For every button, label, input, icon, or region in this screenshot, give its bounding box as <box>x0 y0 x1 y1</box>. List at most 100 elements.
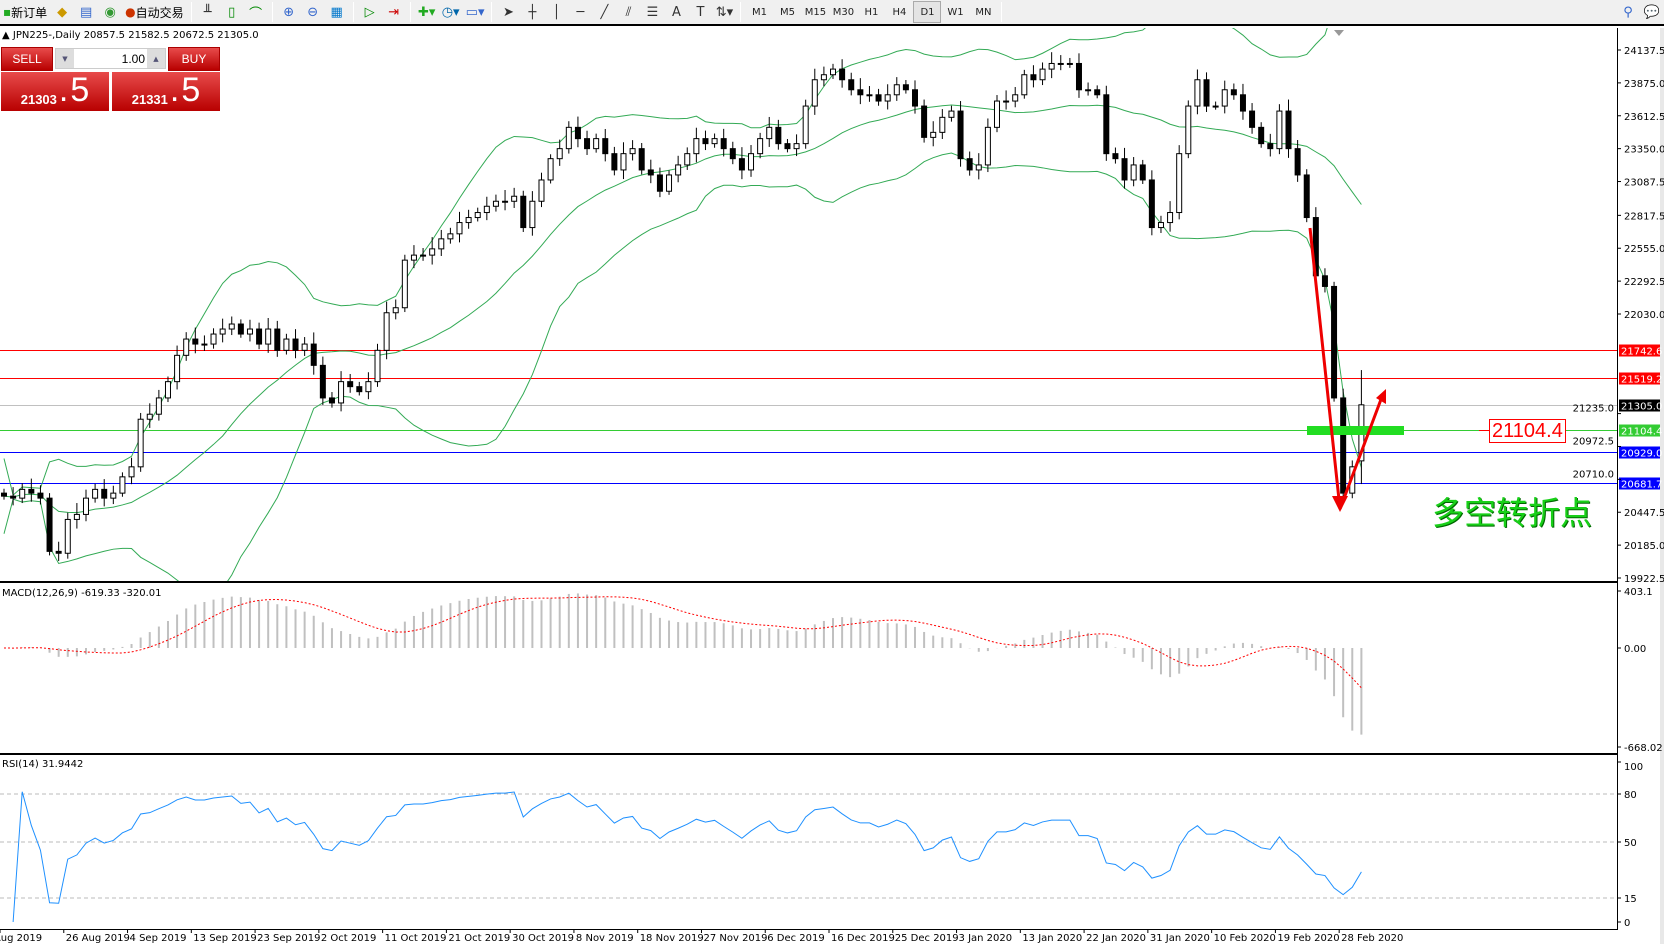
candle-bear <box>775 126 782 145</box>
arrows-icon[interactable]: ⇅▾ <box>715 4 734 20</box>
candle-bull <box>993 100 1000 128</box>
price-tag-text: 21305.0 <box>1621 402 1662 413</box>
price-tick-label: 23350.0 <box>1624 145 1664 156</box>
equidistant-channel-icon[interactable]: ⫽ <box>625 4 632 20</box>
candle-bull <box>939 116 946 133</box>
candle-bull <box>529 200 536 229</box>
candle-bear <box>1294 148 1301 176</box>
price-tick-label: 20972.5 <box>1573 436 1614 447</box>
candle-bear <box>101 488 108 499</box>
chat-icon[interactable]: 💬 <box>1643 4 1661 20</box>
signals-icon[interactable]: ◉ <box>104 4 116 20</box>
candlestick-icon[interactable]: ▯ <box>228 4 236 20</box>
market-watch-icon[interactable]: ◆ <box>57 4 68 20</box>
candle-bull <box>401 259 408 309</box>
navigator-icon[interactable]: ▤ <box>80 4 93 20</box>
lot-decrease-button[interactable]: ▼ <box>56 49 74 68</box>
auto-trading-button[interactable]: ● 自动交易 <box>125 5 184 20</box>
date-label: 31 Jan 2020 <box>1150 933 1210 944</box>
candle-bear <box>584 138 591 150</box>
candle-bear <box>875 94 882 102</box>
candle-bull <box>1048 62 1055 70</box>
candle-bear <box>256 328 263 345</box>
bar-chart-icon[interactable]: ╨ <box>203 4 212 20</box>
zoom-out-icon[interactable]: ⊖ <box>307 4 319 20</box>
price-annotation-label[interactable]: 21104.4 <box>1489 419 1566 443</box>
text-icon[interactable]: A <box>672 4 681 20</box>
timeframe-m30[interactable]: M30 <box>832 6 855 18</box>
date-label: 3 Jan 2020 <box>959 933 1013 944</box>
crosshair-icon[interactable]: ┼ <box>528 4 537 20</box>
candle-bear <box>1075 62 1082 91</box>
macd-tick-label: -668.02 <box>1624 743 1663 754</box>
price-tick-label: 22030.0 <box>1624 310 1664 321</box>
zoom-in-icon[interactable]: ⊕ <box>283 4 295 20</box>
candle-bear <box>1148 179 1155 229</box>
timeframe-w1[interactable]: W1 <box>947 6 964 18</box>
trendline-icon[interactable]: ╱ <box>600 4 609 20</box>
candle-bear <box>1249 110 1256 128</box>
candle-bull <box>92 488 99 499</box>
candle-bull <box>711 138 718 145</box>
new-order-button[interactable]: ▪ 新订单 <box>3 5 48 20</box>
candle-bull <box>1130 164 1137 181</box>
sell-button[interactable]: SELL <box>1 47 53 71</box>
date-label: 2 Oct 2019 <box>321 933 376 944</box>
lot-increase-button[interactable]: ▲ <box>147 49 165 68</box>
candle-bull <box>447 233 454 240</box>
candle-bear <box>1139 164 1146 181</box>
tile-windows-icon[interactable]: ▦ <box>330 4 343 20</box>
candle-bull <box>629 148 636 155</box>
timeframe-m1[interactable]: M1 <box>751 6 767 18</box>
timeframe-m5[interactable]: M5 <box>779 6 795 18</box>
macd-pane <box>3 593 1363 735</box>
candle-bull <box>73 513 80 520</box>
candle-bull <box>119 476 126 494</box>
periods-icon[interactable]: ◷▾ <box>441 4 460 20</box>
candle-bear <box>1331 285 1338 399</box>
candle-bull <box>1167 212 1174 224</box>
date-label: 16 Dec 2019 <box>831 933 895 944</box>
candle-bear <box>638 148 645 171</box>
candle-bull <box>538 179 545 202</box>
candle-bear <box>839 68 846 81</box>
timeframe-h1[interactable]: H1 <box>864 6 879 18</box>
timeframe-d1[interactable]: D1 <box>913 1 942 23</box>
templates-icon[interactable]: ▭▾ <box>465 4 485 20</box>
candle-bull <box>228 323 235 330</box>
timeframe-h4[interactable]: H4 <box>892 6 907 18</box>
lot-input[interactable] <box>74 51 147 66</box>
turning-point-text[interactable]: 多空转折点 <box>1432 494 1593 532</box>
price-tag <box>1619 424 1660 437</box>
auto-scroll-icon[interactable]: ▷ <box>364 4 375 20</box>
candle-bull <box>693 138 700 155</box>
candle-bull <box>365 381 372 393</box>
indicators-icon[interactable]: ✚▾ <box>417 4 436 20</box>
horizontal-line-icon[interactable]: ─ <box>576 4 585 20</box>
candle-bear <box>902 84 909 91</box>
candle-bear <box>1303 174 1310 219</box>
candle-bear <box>1121 158 1128 181</box>
date-label: 21 Oct 2019 <box>448 933 510 944</box>
search-icon[interactable]: ⚲ <box>1623 4 1633 20</box>
vertical-line-icon[interactable]: │ <box>552 4 561 20</box>
scrollbar[interactable] <box>1660 28 1664 944</box>
price-tick-label: 21235.0 <box>1573 404 1614 415</box>
pane-divider <box>0 581 1617 583</box>
line-chart-icon[interactable]: ⌒ <box>249 6 263 22</box>
chart-shift-icon[interactable]: ⇥ <box>388 4 400 20</box>
timeframe-m15[interactable]: M15 <box>804 6 827 18</box>
timeframe-mn[interactable]: MN <box>975 6 992 18</box>
candle-bull <box>666 174 673 192</box>
sell-price[interactable]: 21303. 5 <box>1 72 109 111</box>
price-tag <box>1619 372 1660 385</box>
candle-bull <box>757 138 764 155</box>
fibonacci-icon[interactable]: ☰ <box>646 4 659 20</box>
buy-button[interactable]: BUY <box>168 47 220 71</box>
buy-price[interactable]: 21331. 5 <box>112 72 220 111</box>
price-pane <box>0 28 1617 581</box>
date-label: 27 Nov 2019 <box>703 933 767 944</box>
text-label-icon[interactable]: T <box>696 4 705 20</box>
cursor-icon[interactable]: ➤ <box>503 4 514 20</box>
